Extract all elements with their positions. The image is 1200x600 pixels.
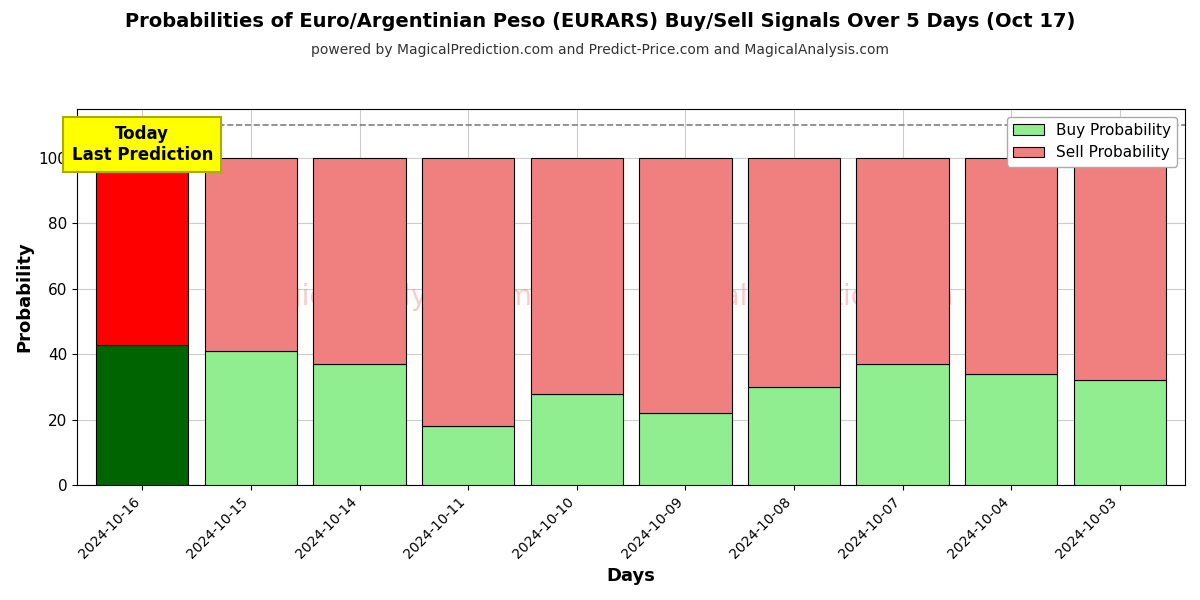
Bar — [965, 158, 1057, 374]
Bar — [748, 158, 840, 387]
Bar — [205, 158, 298, 351]
Text: powered by MagicalPrediction.com and Predict-Price.com and MagicalAnalysis.com: powered by MagicalPrediction.com and Pre… — [311, 43, 889, 57]
Bar — [422, 158, 515, 426]
Bar — [965, 374, 1057, 485]
X-axis label: Days: Days — [607, 567, 655, 585]
Bar — [1074, 380, 1166, 485]
Bar — [748, 387, 840, 485]
Bar — [857, 364, 949, 485]
Bar — [313, 158, 406, 364]
Text: MagicalAnalysis.com: MagicalAnalysis.com — [242, 283, 532, 311]
Bar — [96, 158, 188, 344]
Bar — [422, 426, 515, 485]
Legend: Buy Probability, Sell Probability: Buy Probability, Sell Probability — [1007, 116, 1177, 167]
Bar — [530, 394, 623, 485]
Bar — [640, 413, 732, 485]
Text: Probabilities of Euro/Argentinian Peso (EURARS) Buy/Sell Signals Over 5 Days (Oc: Probabilities of Euro/Argentinian Peso (… — [125, 12, 1075, 31]
Text: Today
Last Prediction: Today Last Prediction — [72, 125, 214, 164]
Bar — [857, 158, 949, 364]
Bar — [96, 344, 188, 485]
Bar — [640, 158, 732, 413]
Text: MagicalPrediction.com: MagicalPrediction.com — [641, 283, 954, 311]
Bar — [530, 158, 623, 394]
Y-axis label: Probability: Probability — [14, 242, 32, 352]
Bar — [313, 364, 406, 485]
Bar — [1074, 158, 1166, 380]
Bar — [205, 351, 298, 485]
